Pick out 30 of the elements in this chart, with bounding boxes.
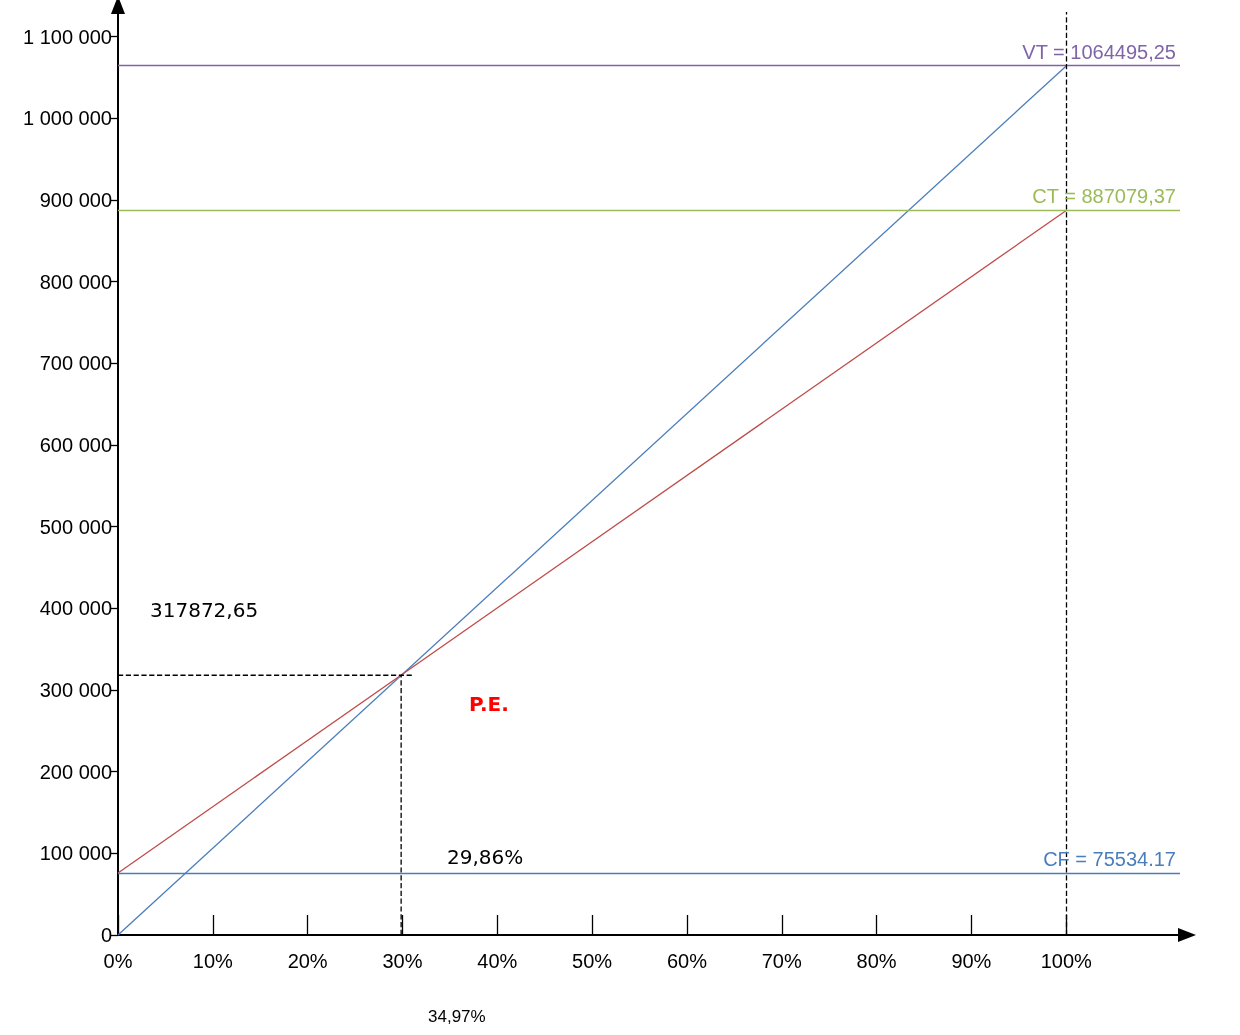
ref-line-label: CF = 75534.17 [1043, 848, 1176, 871]
annotation: 317872,65 [150, 598, 259, 622]
y-tick-label: 0 [100, 924, 112, 946]
x-tick-label: 80% [856, 950, 897, 972]
annotation: 29,86% [447, 845, 524, 869]
y-tick-label: 800 000 [39, 270, 112, 293]
x-tick-label: 0% [103, 950, 133, 972]
x-tick-label: 60% [666, 950, 708, 972]
y-tick-label: 1 100 000 [23, 25, 112, 48]
x-tick-label: 30% [382, 950, 423, 972]
x-tick-label: 100% [1040, 950, 1093, 972]
annotation: P.E. [469, 692, 509, 716]
y-tick-label: 900 000 [39, 188, 112, 211]
x-tick-label: 40% [477, 950, 518, 972]
y-tick-label: 200 000 [39, 760, 112, 783]
y-tick-label: 500 000 [39, 515, 112, 538]
y-tick-label: 600 000 [39, 433, 112, 456]
x-tick-label: 50% [572, 950, 613, 972]
ref-line-label: CT = 887079,37 [1032, 185, 1176, 208]
y-tick-label: 1 000 000 [23, 107, 112, 130]
y-tick-label: 100 000 [39, 842, 112, 865]
x-tick-label: 20% [287, 950, 328, 972]
y-tick-label: 400 000 [39, 597, 112, 620]
x-tick-label: 90% [951, 950, 992, 972]
y-tick-label: 300 000 [39, 678, 112, 701]
y-tick-label: 700 000 [39, 352, 112, 375]
text: 34,97% [428, 1007, 486, 1026]
x-tick-label: 10% [192, 950, 234, 972]
x-tick-label: 70% [761, 950, 802, 972]
ref-line-label: VT = 1064495,25 [1022, 40, 1176, 63]
